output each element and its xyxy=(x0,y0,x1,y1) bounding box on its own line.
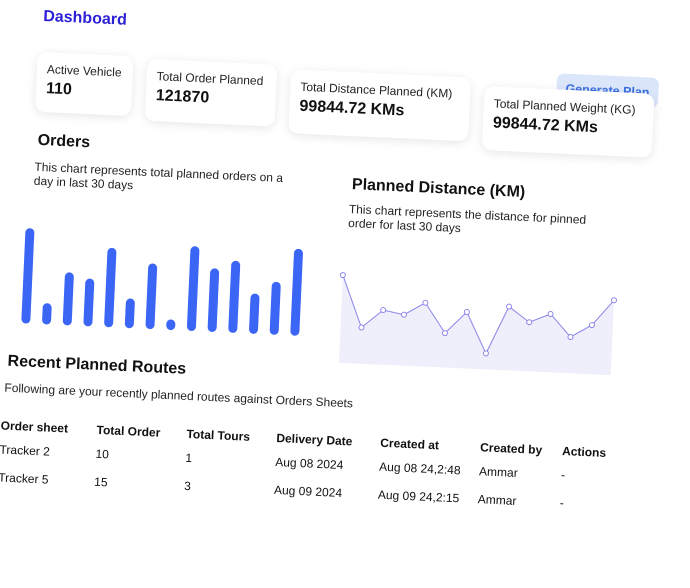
orders-bar xyxy=(21,228,35,324)
distance-point xyxy=(567,333,574,340)
orders-bar xyxy=(207,268,220,332)
orders-chart-description: This chart represents total planned orde… xyxy=(33,159,284,193)
orders-bar xyxy=(104,247,117,328)
distance-point xyxy=(482,350,489,357)
routes-description: Following are your recently planned rout… xyxy=(4,380,354,411)
stat-label: Total Planned Weight (KG) xyxy=(493,96,636,117)
table-cell: Aug 09 2024 xyxy=(273,482,343,501)
stat-value: 110 xyxy=(45,80,73,99)
row-actions[interactable]: - xyxy=(559,495,565,511)
column-header: Actions xyxy=(561,443,607,460)
distance-point xyxy=(547,310,554,317)
table-cell: Tracker 5 xyxy=(0,470,49,487)
distance-point xyxy=(380,307,387,314)
table-cell: 1 xyxy=(185,450,193,466)
stat-value: 99844.72 KMs xyxy=(492,114,599,137)
table-cell: Ammar xyxy=(477,492,517,508)
stat-card-total-distance: Total Distance Planned (KM) 99844.72 KMs xyxy=(288,69,471,142)
stat-card-total-weight: Total Planned Weight (KG) 99844.72 KMs xyxy=(481,86,655,158)
stat-card-total-orders: Total Order Planned 121870 xyxy=(144,58,278,127)
distance-chart-title: Planned Distance (KM) xyxy=(351,176,526,202)
distance-area xyxy=(338,275,615,376)
distance-point xyxy=(358,324,365,331)
routes-title: Recent Planned Routes xyxy=(7,352,187,378)
table-cell: Aug 08 24,2:48 xyxy=(378,459,461,478)
distance-point xyxy=(422,299,429,306)
stat-card-active-vehicle: Active Vehicle 110 xyxy=(34,51,134,117)
stat-label: Total Distance Planned (KM) xyxy=(300,79,453,101)
distance-point xyxy=(526,319,533,326)
distance-point xyxy=(441,330,448,337)
table-cell: 15 xyxy=(93,474,108,490)
distance-point xyxy=(611,297,618,304)
distance-point xyxy=(506,303,513,310)
distance-line xyxy=(342,274,615,355)
orders-chart-title: Orders xyxy=(37,131,91,152)
distance-point xyxy=(588,322,595,329)
stat-value: 99844.72 KMs xyxy=(299,97,405,120)
table-cell: Tracker 2 xyxy=(0,442,51,459)
table-cell: Ammar xyxy=(478,464,519,480)
distance-point xyxy=(339,272,346,279)
orders-bar xyxy=(269,281,281,335)
table-cell: Aug 09 24,2:15 xyxy=(377,487,460,506)
orders-bar xyxy=(290,248,303,336)
orders-bar xyxy=(249,293,260,334)
orders-bar xyxy=(42,303,52,325)
routes-table: Order sheet Total Order Total Tours Deli… xyxy=(0,418,614,522)
orders-bar xyxy=(124,298,135,329)
table-cell: 3 xyxy=(183,478,192,494)
page-title: Dashboard xyxy=(42,7,128,29)
distance-point xyxy=(400,311,407,318)
distance-chart-description: This chart represents the distance for p… xyxy=(347,202,587,236)
stat-label: Active Vehicle xyxy=(46,62,122,80)
table-cell: 10 xyxy=(95,446,110,462)
orders-bar xyxy=(228,260,241,333)
orders-bar xyxy=(166,319,176,331)
orders-bar xyxy=(186,246,200,332)
distance-point xyxy=(463,309,470,316)
orders-bar xyxy=(145,263,158,330)
distance-line-chart xyxy=(338,272,618,376)
orders-bar xyxy=(62,272,74,326)
row-actions[interactable]: - xyxy=(560,467,566,483)
stat-value: 121870 xyxy=(155,87,210,107)
orders-bar xyxy=(83,278,95,327)
orders-bar-chart xyxy=(21,228,303,336)
stat-label: Total Order Planned xyxy=(156,69,264,89)
